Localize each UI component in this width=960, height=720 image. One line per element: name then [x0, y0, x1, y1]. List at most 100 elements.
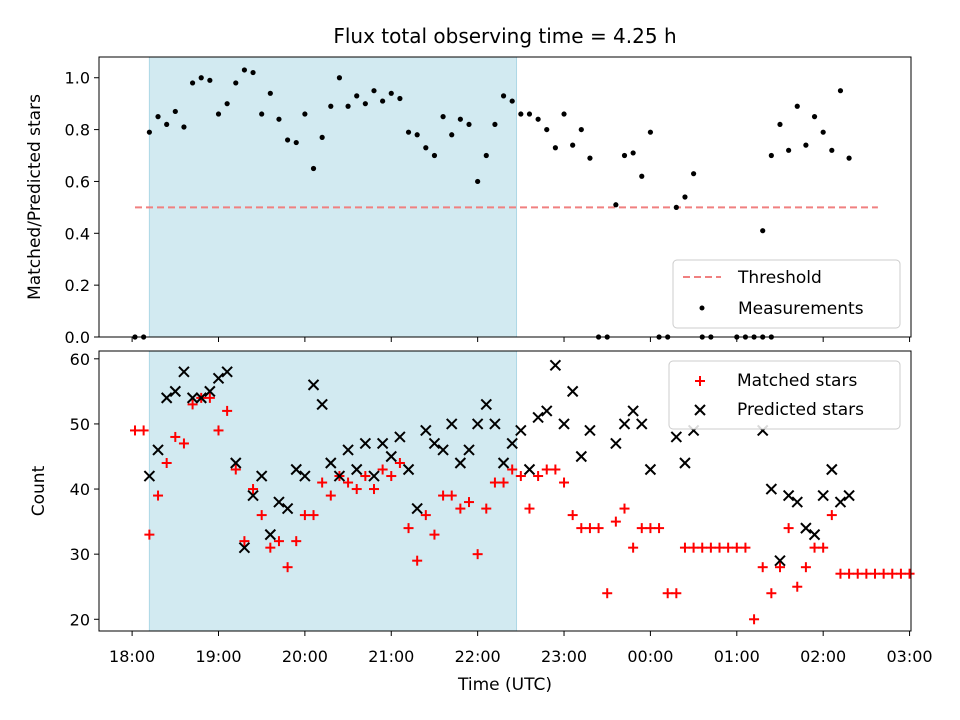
matched-star-point — [204, 392, 215, 403]
predicted-star-marker-b — [420, 424, 432, 437]
predicted-star-point — [532, 411, 544, 424]
matched-star-point — [507, 464, 518, 475]
predicted-star-point — [636, 418, 648, 430]
predicted-star-marker-b — [644, 463, 657, 476]
predicted-star-point — [195, 392, 207, 404]
measurement-point — [820, 129, 826, 135]
predicted-star-marker-b — [195, 392, 207, 404]
predicted-star-point — [420, 424, 432, 437]
matched-star-point — [636, 523, 647, 534]
measurement-point — [673, 204, 679, 210]
top-y-tick-label: 0.6 — [65, 172, 90, 191]
matched-star-point — [230, 464, 241, 475]
predicted-star-point — [506, 437, 518, 450]
legend-predicted-swatch — [694, 404, 706, 416]
predicted-star-point — [549, 359, 562, 372]
predicted-star-marker-b — [376, 437, 389, 450]
predicted-star-point — [359, 437, 372, 450]
measurement-point — [371, 88, 377, 94]
predicted-star-marker-b — [627, 405, 639, 417]
measurement-point — [345, 103, 351, 109]
predicted-star-marker-b — [273, 496, 285, 508]
measurement-point — [786, 147, 792, 153]
measurement-point — [285, 137, 291, 143]
measurement-point — [336, 75, 343, 81]
predicted-star-point — [471, 418, 484, 430]
matched-star-point — [895, 568, 906, 579]
predicted-star-point — [765, 483, 778, 495]
measurement-point — [155, 114, 161, 120]
measurement-point — [198, 75, 204, 81]
measurement-point — [492, 121, 498, 128]
matched-star-point — [584, 523, 595, 534]
predicted-star-marker-b — [342, 444, 354, 456]
predicted-star-point — [497, 457, 510, 469]
predicted-star-marker-b — [584, 424, 596, 437]
predicted-star-marker-b — [800, 522, 812, 534]
predicted-star-marker-b — [307, 379, 320, 391]
matched-star-point — [887, 568, 898, 579]
matched-star-point — [481, 503, 492, 514]
predicted-star-marker-b — [558, 418, 570, 430]
matched-star-point — [533, 471, 544, 482]
matched-star-point — [308, 510, 319, 521]
predicted-star-point — [325, 457, 337, 469]
measurement-point — [475, 178, 481, 185]
matched-star-point — [412, 555, 423, 566]
matched-star-point — [282, 562, 293, 573]
predicted-star-marker-b — [264, 528, 277, 541]
matched-star-point — [610, 516, 621, 527]
top-y-axis-label: Matched/Predicted stars — [25, 94, 45, 300]
predicted-star-point — [584, 424, 596, 437]
predicted-star-marker-b — [636, 418, 648, 430]
matched-star-point — [740, 542, 751, 553]
matched-star-point — [645, 523, 656, 534]
measurement-point — [267, 90, 273, 96]
measurement-point — [768, 152, 774, 159]
predicted-star-point — [238, 541, 251, 554]
matched-star-point — [489, 477, 500, 488]
matched-star-point — [878, 568, 889, 579]
legend-threshold-label: Threshold — [737, 268, 822, 288]
matched-star-point — [291, 536, 302, 547]
predicted-star-point — [834, 496, 847, 508]
predicted-star-point — [463, 444, 475, 456]
matched-star-point — [602, 588, 613, 599]
predicted-star-point — [342, 444, 354, 456]
predicted-star-marker-b — [454, 457, 467, 469]
predicted-star-marker-b — [515, 424, 527, 437]
predicted-star-marker-b — [394, 431, 406, 443]
predicted-star-point — [143, 470, 156, 482]
measurement-point — [561, 111, 567, 117]
top-legend: Threshold Measurements — [672, 259, 901, 329]
predicted-star-point — [817, 489, 829, 502]
measurement-point — [405, 129, 412, 135]
matched-star-point — [870, 568, 881, 579]
matched-star-point — [273, 536, 284, 547]
matched-star-point — [129, 425, 140, 436]
predicted-star-marker-b — [463, 444, 475, 456]
bottom-legend-box — [668, 360, 901, 430]
matched-star-point — [394, 458, 405, 468]
measurement-point — [760, 228, 766, 234]
measurement-point — [639, 173, 645, 179]
matched-star-point — [515, 471, 526, 482]
matched-star-point — [524, 503, 535, 514]
predicted-star-point — [221, 366, 233, 378]
predicted-star-marker-b — [817, 489, 829, 502]
top-axes-frame — [98, 56, 912, 338]
predicted-star-marker-b — [782, 489, 795, 502]
bottom-y-tick-label: 50 — [70, 415, 90, 434]
measurement-point — [578, 126, 584, 133]
predicted-star-marker-b — [385, 450, 397, 463]
predicted-star-marker-b — [506, 437, 518, 450]
x-tick-label: 19:00 — [195, 647, 241, 666]
measurement-point — [777, 121, 783, 128]
x-tick-label: 22:00 — [455, 647, 501, 666]
predicted-star-point — [575, 450, 588, 463]
predicted-star-marker-b — [489, 418, 501, 430]
matched-star-point — [498, 477, 509, 488]
top-panel: 0.0 0.2 0.4 0.6 0.8 1.0 Flux total observing … — [25, 24, 912, 347]
predicted-star-point — [826, 463, 838, 476]
x-tick-label: 00:00 — [627, 647, 673, 666]
